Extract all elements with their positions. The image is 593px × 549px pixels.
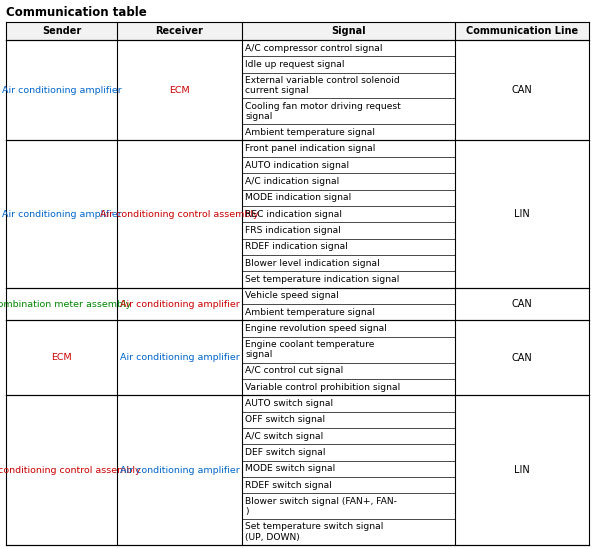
Text: Idle up request signal: Idle up request signal [245,60,345,69]
Text: CAN: CAN [512,299,533,309]
Text: ECM: ECM [51,354,72,362]
Text: Blower level indication signal: Blower level indication signal [245,259,380,268]
Text: Air conditioning amplifier: Air conditioning amplifier [120,300,240,309]
Text: OFF switch signal: OFF switch signal [245,416,325,424]
Text: A/C control cut signal: A/C control cut signal [245,366,343,376]
Text: Air conditioning amplifier: Air conditioning amplifier [120,354,240,362]
Text: LIN: LIN [514,209,530,219]
Text: LIN: LIN [514,465,530,475]
Text: Set temperature switch signal
(UP, DOWN): Set temperature switch signal (UP, DOWN) [245,523,384,542]
Text: FRS indication signal: FRS indication signal [245,226,341,235]
Text: A/C indication signal: A/C indication signal [245,177,339,186]
Text: Ambient temperature signal: Ambient temperature signal [245,128,375,137]
Text: RDEF indication signal: RDEF indication signal [245,242,348,251]
Text: Engine revolution speed signal: Engine revolution speed signal [245,324,387,333]
Text: ECM: ECM [169,86,190,94]
Text: External variable control solenoid
current signal: External variable control solenoid curre… [245,76,400,95]
Text: Receiver: Receiver [155,26,203,36]
Text: Engine coolant temperature
signal: Engine coolant temperature signal [245,340,375,360]
Text: Signal: Signal [331,26,366,36]
Text: Ambient temperature signal: Ambient temperature signal [245,308,375,317]
Text: A/C compressor control signal: A/C compressor control signal [245,43,382,53]
Bar [6,22,589,40]
Text: CAN: CAN [512,85,533,95]
Text: Set temperature indication signal: Set temperature indication signal [245,275,400,284]
Text: DEF switch signal: DEF switch signal [245,448,326,457]
Text: Sender: Sender [42,26,81,36]
Text: Air conditioning control assembly: Air conditioning control assembly [0,466,141,475]
Text: Variable control prohibition signal: Variable control prohibition signal [245,383,400,391]
Text: Communication Line: Communication Line [466,26,578,36]
Text: MODE indication signal: MODE indication signal [245,193,352,202]
Text: Vehicle speed signal: Vehicle speed signal [245,292,339,300]
Text: MODE switch signal: MODE switch signal [245,464,336,473]
Text: Combination meter assembly: Combination meter assembly [0,300,132,309]
Text: Communication table: Communication table [6,6,146,19]
Text: RDEF switch signal: RDEF switch signal [245,481,332,490]
Text: Air conditioning amplifier: Air conditioning amplifier [2,86,121,94]
Text: A/C switch signal: A/C switch signal [245,432,323,441]
Text: Blower switch signal (FAN+, FAN-
): Blower switch signal (FAN+, FAN- ) [245,497,397,516]
Text: Cooling fan motor driving request
signal: Cooling fan motor driving request signal [245,102,401,121]
Text: Front panel indication signal: Front panel indication signal [245,144,375,153]
Text: Air conditioning amplifier: Air conditioning amplifier [2,210,121,219]
Text: REC indication signal: REC indication signal [245,210,342,219]
Text: CAN: CAN [512,353,533,363]
Text: AUTO switch signal: AUTO switch signal [245,399,333,408]
Text: Air conditioning amplifier: Air conditioning amplifier [120,466,240,475]
Text: AUTO indication signal: AUTO indication signal [245,160,349,170]
Text: Air conditioning control assembly: Air conditioning control assembly [100,210,259,219]
